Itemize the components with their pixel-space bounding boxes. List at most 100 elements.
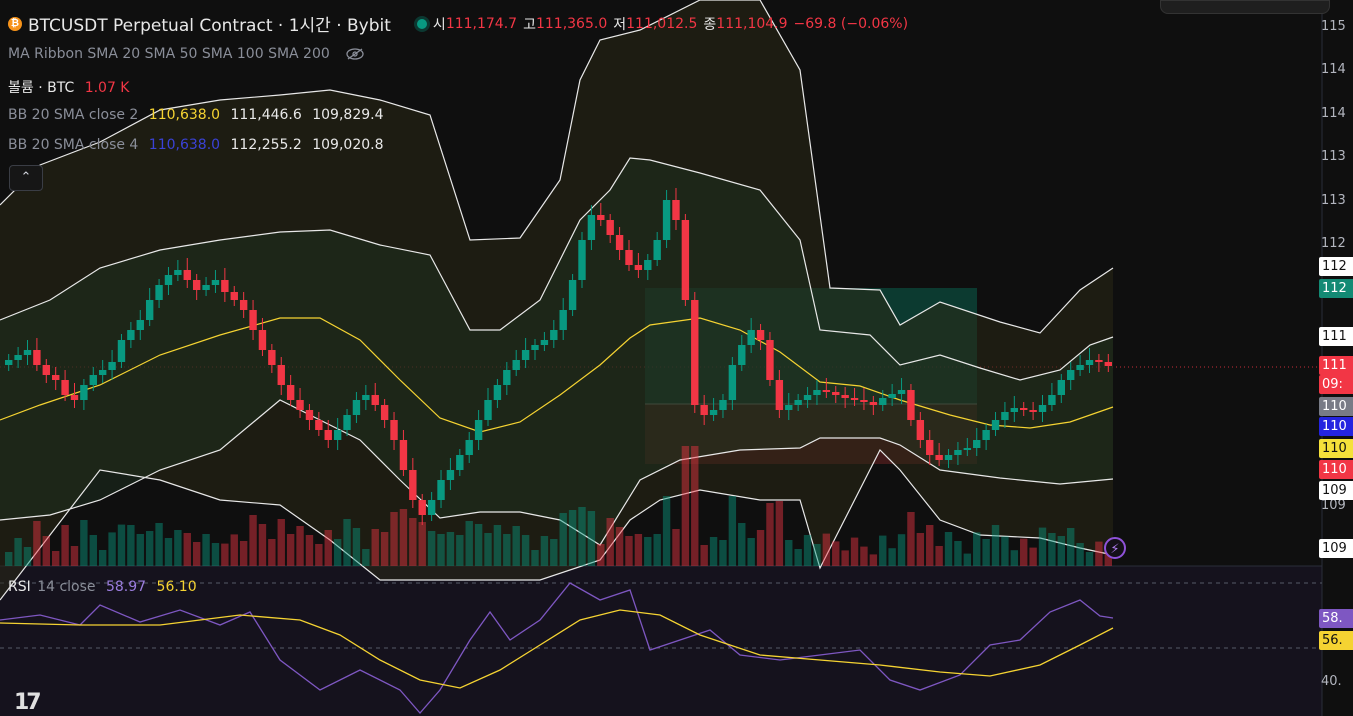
- candle-body: [756, 330, 765, 340]
- volume-bar: [127, 525, 135, 566]
- volume-bar: [625, 536, 633, 566]
- volume-bar: [258, 524, 267, 566]
- top-toolbar-pill[interactable]: [1160, 0, 1330, 14]
- volume-bar: [578, 507, 586, 566]
- volume-bar: [183, 533, 191, 566]
- volume-bar: [869, 554, 878, 566]
- volume-bar: [775, 501, 784, 566]
- lightning-icon[interactable]: ⚡: [1104, 537, 1126, 559]
- candle-body: [286, 385, 295, 400]
- volume-bar: [230, 534, 238, 566]
- volume-bar: [597, 544, 605, 566]
- volume-bar: [164, 538, 173, 566]
- volume-bar: [1010, 550, 1019, 566]
- volume-bar: [822, 533, 831, 566]
- chevron-up-icon: ⌃: [20, 170, 32, 185]
- volume-bar: [1057, 536, 1066, 566]
- bb2-upper-tag: 111: [1319, 327, 1353, 346]
- candle-body: [42, 365, 50, 375]
- candle-body: [258, 330, 267, 350]
- candle-body: [587, 215, 596, 240]
- candle-body: [465, 440, 473, 455]
- volume-bar: [192, 542, 201, 566]
- volume-bar: [653, 534, 661, 566]
- candle-body: [315, 420, 323, 430]
- candle-body: [437, 480, 445, 500]
- candle-body: [268, 350, 276, 365]
- price-axis-label: 109: [1321, 498, 1346, 513]
- candle-body: [61, 380, 69, 395]
- bb2-upper-line: [0, 157, 1114, 381]
- bb4-label: BB 20 SMA close 4: [8, 137, 139, 153]
- symbol-title[interactable]: BTCUSDT Perpetual Contract · 1시간 · Bybit: [28, 16, 391, 36]
- candle-body: [785, 405, 793, 410]
- candle-body: [80, 385, 88, 400]
- candle-body: [550, 330, 558, 340]
- candle-body: [1067, 370, 1075, 380]
- volume-bar: [390, 512, 398, 566]
- volume-bar: [719, 540, 727, 566]
- candle-body: [926, 440, 934, 455]
- volume-bar: [963, 553, 972, 566]
- bb2-basis-value: 110,638.0: [148, 107, 221, 123]
- volume-bar: [51, 551, 60, 566]
- volume-bar: [879, 535, 887, 566]
- rsi-ma-line: [0, 609, 1114, 689]
- volume-bar: [1095, 541, 1103, 566]
- volume-bar: [897, 534, 906, 566]
- price-axis-label: 114: [1321, 62, 1346, 77]
- collapse-legend-button[interactable]: ⌃: [9, 165, 43, 191]
- candle-body: [474, 420, 483, 440]
- ma-ribbon-legend[interactable]: MA Ribbon SMA 20 SMA 50 SMA 100 SMA 200: [8, 46, 364, 62]
- volume-bar: [559, 513, 567, 566]
- volume-bar: [1067, 528, 1075, 566]
- volume-bar: [268, 539, 276, 566]
- candle-body: [296, 400, 304, 410]
- volume-bar: [634, 534, 643, 566]
- volume-bar: [540, 536, 549, 566]
- candle-body: [709, 410, 718, 415]
- rsi-value: 58.97: [105, 579, 147, 595]
- volume-bar: [991, 525, 1000, 566]
- candle-body: [127, 330, 135, 340]
- volume-bar: [728, 496, 737, 566]
- volume-bar: [907, 512, 915, 566]
- volume-bar: [456, 535, 464, 566]
- volume-bar: [568, 510, 577, 566]
- volume-bar: [521, 535, 530, 566]
- volume-bar: [916, 533, 925, 566]
- candle-body: [954, 450, 962, 455]
- candle-body: [973, 440, 981, 448]
- candle-body: [456, 455, 464, 470]
- price-axis-label: 115: [1321, 19, 1346, 34]
- volume-bar: [747, 538, 755, 566]
- volume-legend[interactable]: 볼륨 · BTC 1.07 K: [8, 77, 136, 97]
- candle-body: [897, 390, 906, 394]
- bb4-legend[interactable]: BB 20 SMA close 4 110,638.0 112,255.2 10…: [8, 137, 390, 153]
- stop-zone-tag: 110: [1319, 460, 1353, 479]
- bb2-lower-value: 109,829.4: [312, 107, 384, 123]
- volume-bar: [681, 446, 690, 566]
- candle-body: [644, 260, 652, 270]
- rsi-legend[interactable]: RSI 14 close 58.97 56.10: [8, 579, 203, 595]
- candle-body: [155, 285, 163, 300]
- volume-bar: [1085, 552, 1094, 566]
- tradingview-logo[interactable]: 17: [14, 690, 42, 715]
- volume-bar: [427, 531, 436, 566]
- volume-bar: [1076, 543, 1084, 566]
- bb2-legend[interactable]: BB 20 SMA close 2 110,638.0 111,446.6 10…: [8, 107, 390, 123]
- candle-body: [33, 350, 41, 365]
- volume-bar: [954, 541, 962, 566]
- candle-body: [221, 280, 229, 292]
- rsi-ma-value: 56.10: [156, 579, 197, 595]
- candle-body: [944, 455, 953, 460]
- candle-body: [23, 350, 32, 355]
- volume-bar: [89, 535, 97, 566]
- rsi-label: RSI: [8, 579, 31, 595]
- volume-bar: [98, 550, 107, 566]
- candle-body: [691, 300, 699, 405]
- bb4-lower-tag: 109: [1319, 539, 1353, 558]
- eye-hidden-icon[interactable]: [346, 48, 364, 60]
